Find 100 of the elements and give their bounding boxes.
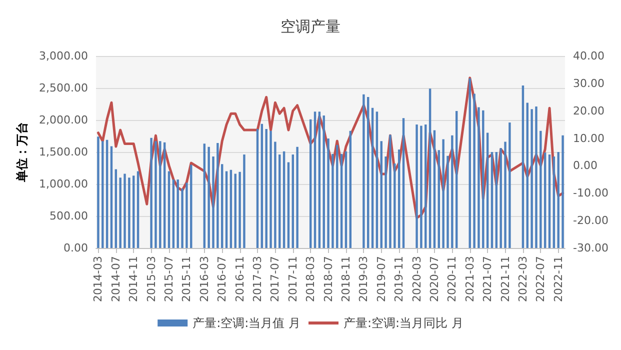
x-tick-label: 2019-03 [357, 256, 370, 302]
bar [270, 130, 272, 248]
bar [234, 174, 236, 248]
x-tick-label: 2014-03 [92, 256, 105, 302]
y-tick-label: 2,000.00 [39, 114, 88, 126]
bar [322, 116, 325, 248]
bar [318, 112, 321, 248]
y-tick-label: 1,500.00 [39, 146, 88, 158]
legend-label: 产量:空调:当月值 月 [192, 316, 301, 330]
bar [562, 135, 564, 248]
bar [380, 141, 382, 248]
x-tick-label: 2016-11 [233, 256, 246, 302]
bar [168, 171, 170, 248]
bar [327, 138, 330, 248]
bar [367, 96, 370, 248]
bar [508, 122, 511, 248]
bar [132, 176, 135, 248]
bar [394, 164, 396, 248]
bar [490, 152, 494, 248]
bar [124, 174, 126, 248]
bar [260, 124, 264, 248]
bar [332, 154, 334, 248]
bar [128, 178, 130, 248]
x-tick-label: 2020-07 [428, 256, 441, 302]
bar [486, 132, 489, 248]
bar [540, 130, 542, 248]
y-axis-title: 单位：万台 [15, 122, 30, 183]
bar [468, 78, 471, 248]
bar [97, 136, 100, 248]
y2-tick-label: -20.00 [573, 214, 608, 228]
bar [344, 151, 348, 248]
bar [274, 142, 276, 248]
bar [296, 146, 298, 248]
bar [256, 128, 259, 248]
bar [446, 156, 449, 248]
bar [402, 118, 405, 248]
bar [181, 188, 184, 248]
bar [106, 140, 108, 248]
bar [478, 107, 480, 248]
x-tick-label: 2018-07 [322, 256, 335, 302]
y2-tick-label: 30.00 [573, 76, 604, 90]
x-tick-label: 2020-03 [410, 256, 424, 302]
bar [119, 178, 122, 248]
x-tick-label: 2017-03 [250, 256, 264, 302]
bar [186, 182, 188, 248]
bar [557, 152, 560, 248]
bar [548, 154, 551, 248]
legend-label: 产量:空调:当月同比 月 [344, 316, 464, 330]
bar [428, 88, 432, 248]
x-tick-label: 2017-11 [286, 256, 300, 302]
bar [416, 124, 418, 248]
bar [190, 164, 192, 248]
bar [216, 143, 219, 248]
bar [438, 150, 440, 248]
bar [243, 154, 246, 248]
x-tick-label: 2021-11 [498, 256, 512, 302]
x-tick-label: 2018-03 [304, 256, 318, 302]
x-tick-label: 2015-03 [144, 256, 158, 302]
bar [535, 106, 538, 248]
bar [473, 94, 476, 248]
x-tick-label: 2018-11 [339, 256, 352, 302]
bar [384, 156, 387, 248]
bar [530, 109, 533, 248]
bar [433, 130, 436, 248]
y2-tick-label: -30.00 [573, 242, 608, 254]
bar [287, 162, 290, 248]
bar [451, 135, 454, 248]
bar [230, 170, 232, 248]
bar [420, 126, 422, 248]
x-tick-label: 2019-11 [392, 256, 406, 302]
y-tick-label: 1,000.00 [39, 178, 88, 190]
bar [225, 171, 228, 248]
y2-tick-label: 10.00 [573, 132, 604, 145]
bar [212, 156, 214, 248]
bar [362, 94, 365, 248]
x-tick-label: 2014-07 [109, 256, 122, 302]
bar [442, 139, 444, 248]
bar [500, 148, 502, 248]
x-tick-label: 2020-11 [446, 256, 459, 302]
bar [455, 111, 458, 248]
y-tick-label: 2,500.00 [39, 82, 88, 94]
bar [159, 141, 162, 248]
x-tick-label: 2016-03 [198, 256, 211, 302]
x-tick-label: 2014-11 [127, 256, 140, 302]
bar [336, 144, 338, 248]
bar [150, 138, 152, 248]
bar [282, 151, 286, 248]
y-tick-label: 0.00 [64, 242, 88, 254]
x-tick-label: 2022-07 [534, 256, 548, 302]
bar [265, 128, 268, 248]
bar [309, 119, 312, 248]
bar [482, 110, 484, 248]
bar [314, 112, 316, 248]
y2-tick-label: 40.00 [573, 50, 604, 62]
y2-tick-label: 0.00 [573, 159, 598, 172]
bar [163, 142, 166, 248]
bar [504, 142, 506, 248]
x-tick-label: 2019-07 [374, 256, 388, 302]
bar [110, 146, 113, 248]
bar [495, 152, 498, 248]
